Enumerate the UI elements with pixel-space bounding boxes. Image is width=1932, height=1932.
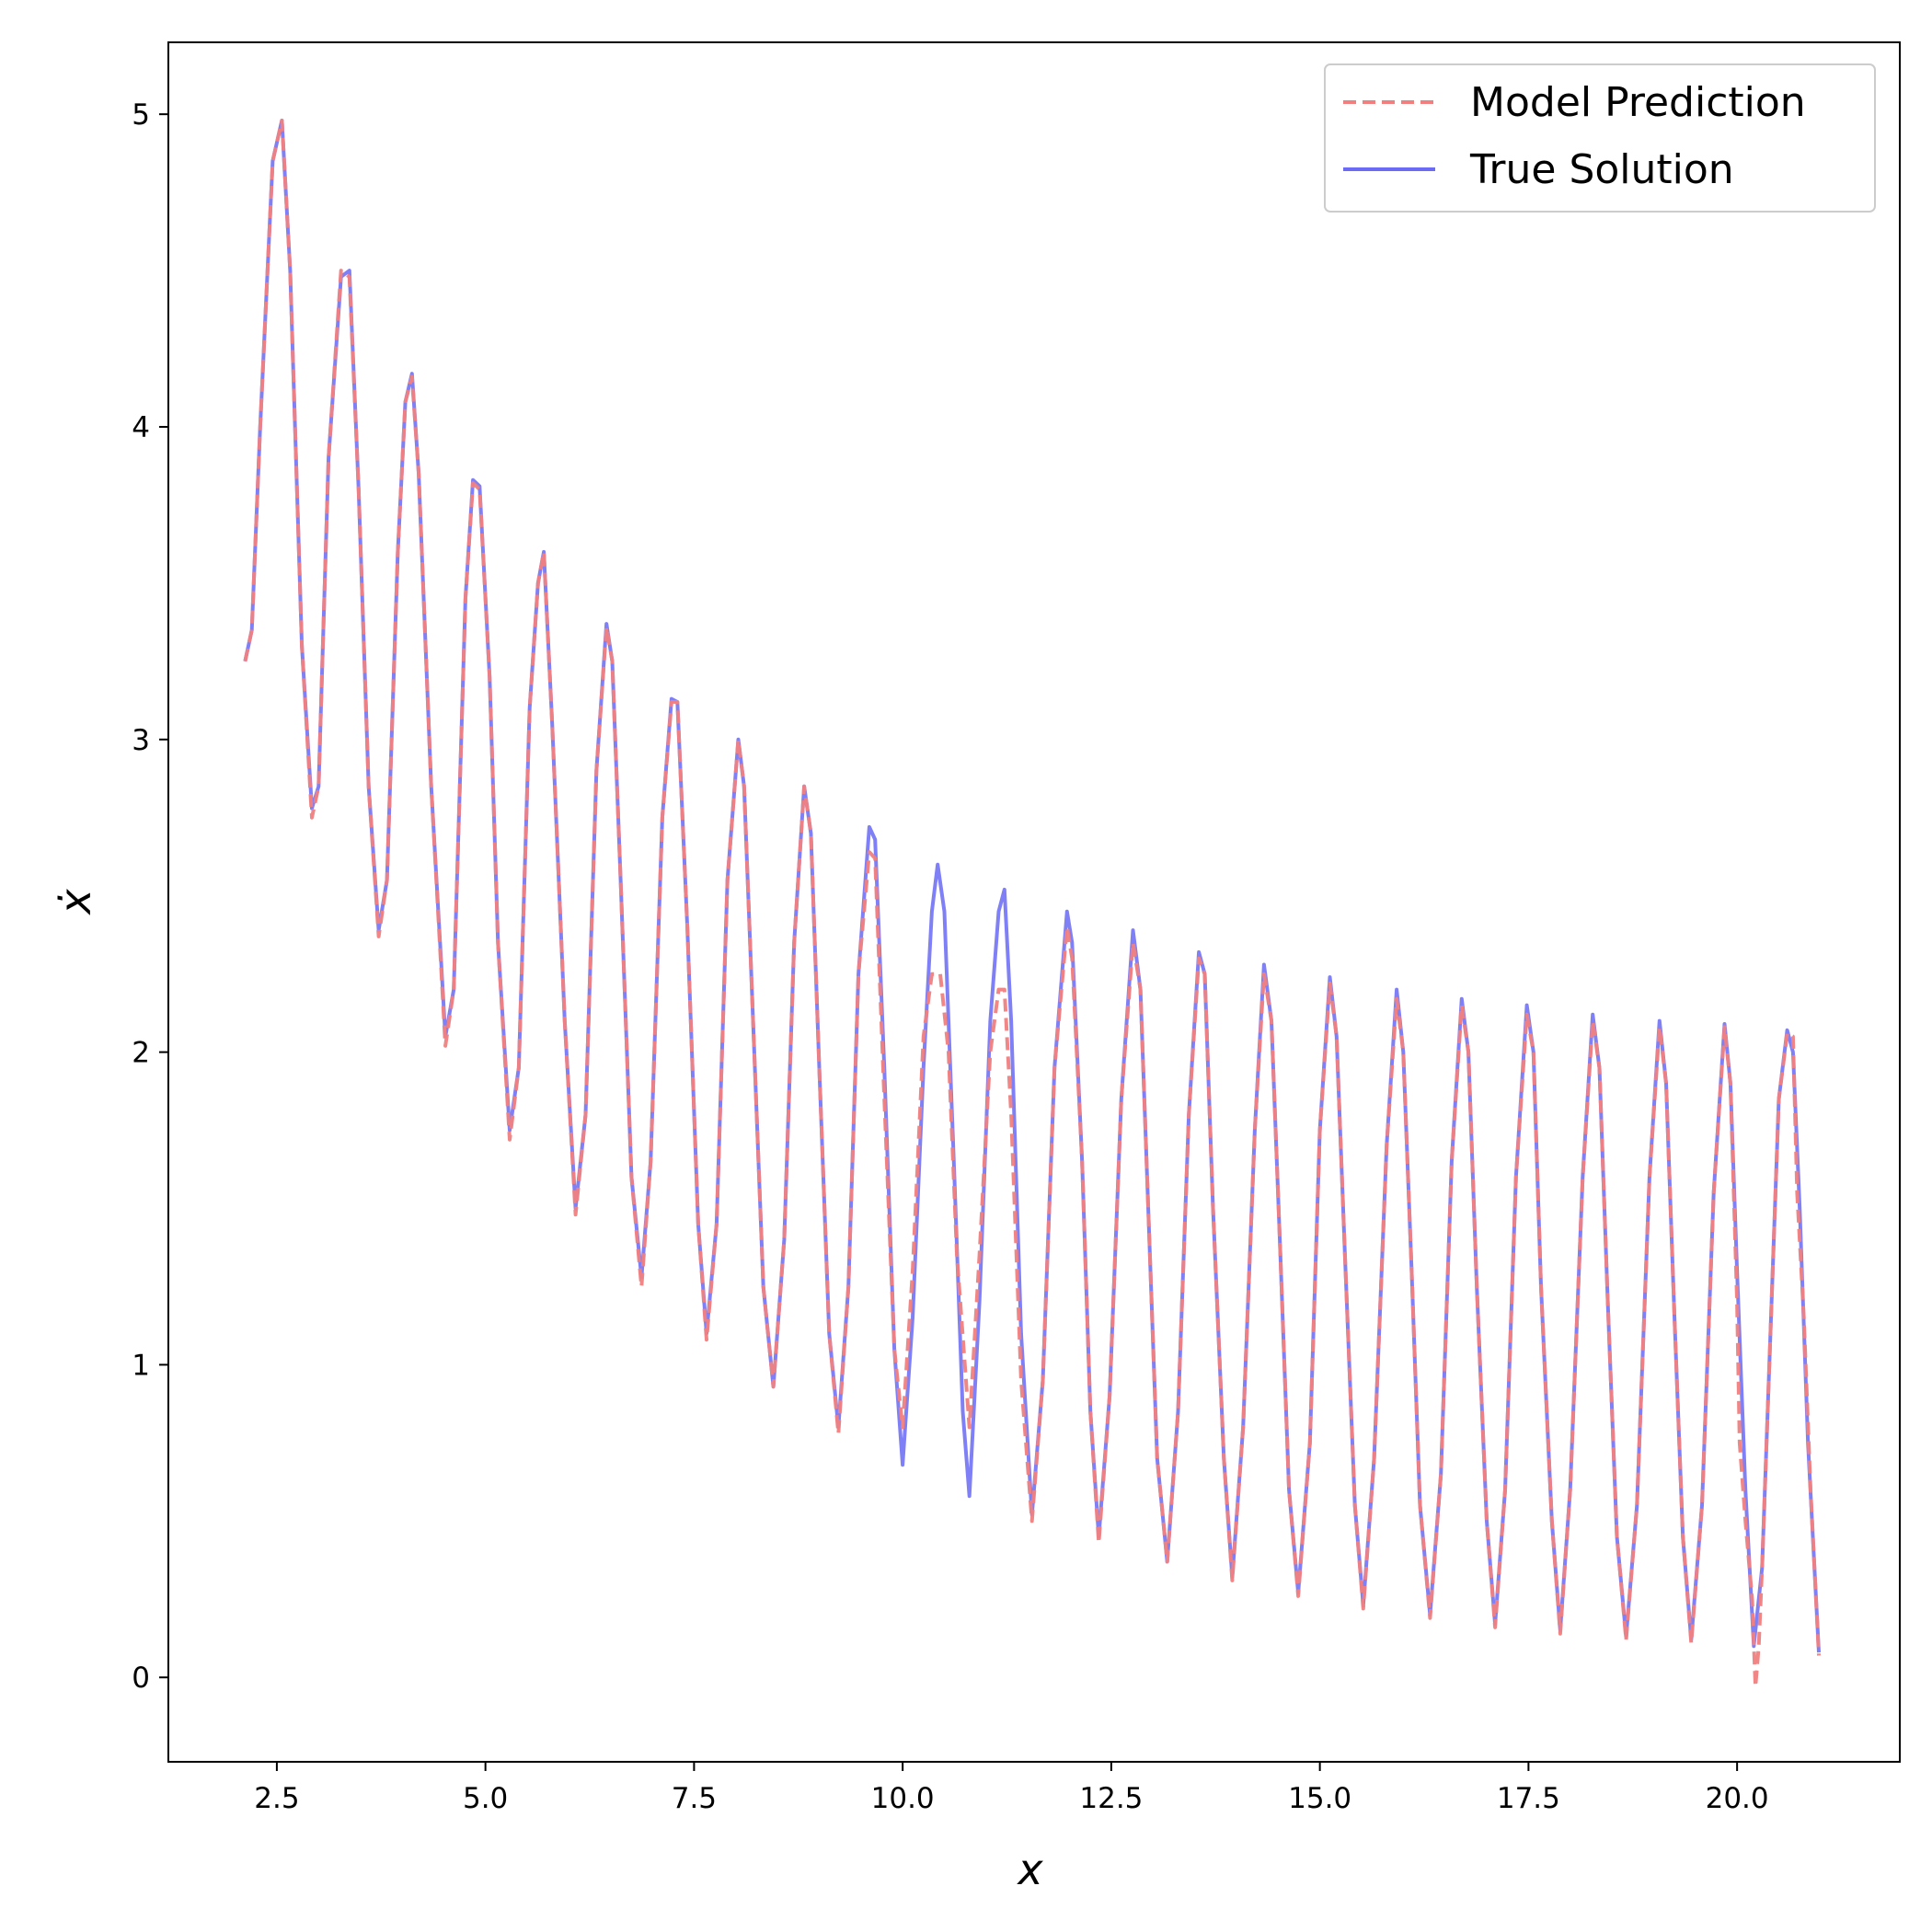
legend-box	[1324, 63, 1876, 213]
x-axis-label: x	[1016, 1845, 1043, 1894]
legend: Model Prediction True Solution	[1324, 63, 1876, 213]
x-tick-label: 2.5	[254, 1782, 299, 1815]
x-tick-label: 20.0	[1706, 1782, 1769, 1815]
x-tick-label: 17.5	[1497, 1782, 1560, 1815]
x-tick-label: 12.5	[1079, 1782, 1143, 1815]
series-layer	[243, 119, 1821, 1689]
y-axis-label: ẋ	[51, 889, 100, 916]
series-line-model-prediction	[243, 119, 1821, 1689]
y-tick-label: 2	[132, 1037, 150, 1070]
y-tick-label: 1	[132, 1349, 150, 1382]
x-tick-label: 10.0	[871, 1782, 935, 1815]
x-tick-label: 7.5	[672, 1782, 717, 1815]
axis-ticks: 2.5 5.0 7.5 10.0 12.5 15.0 17.5 20.0 0 1 2 3 4 5	[132, 98, 1768, 1815]
legend-label-true-solution: True Solution	[1469, 146, 1734, 193]
y-tick-label: 4	[132, 411, 150, 444]
x-tick-label: 15.0	[1288, 1782, 1351, 1815]
legend-label-model-prediction: Model Prediction	[1470, 79, 1806, 126]
x-tick-label: 5.0	[463, 1782, 508, 1815]
plot-area-frame	[167, 41, 1901, 1763]
y-tick-label: 5	[132, 98, 150, 132]
y-tick-label: 3	[132, 724, 150, 757]
y-tick-label: 0	[132, 1662, 150, 1695]
